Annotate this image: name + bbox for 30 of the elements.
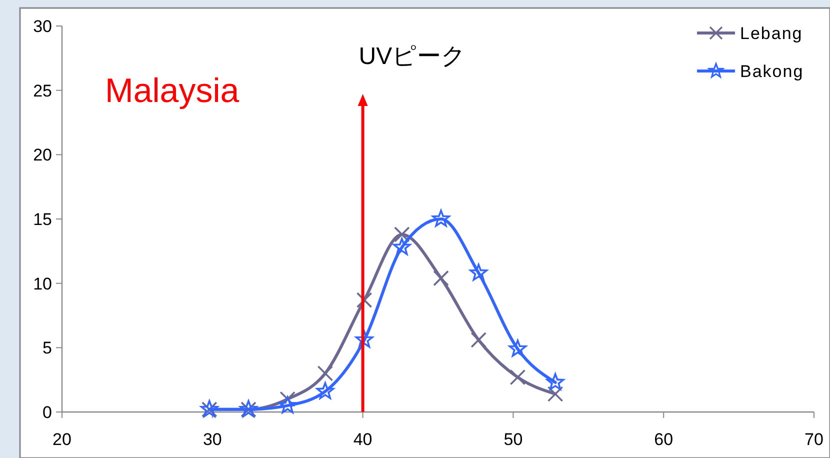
point <box>278 396 296 414</box>
y-tick-label: 10 <box>33 274 52 294</box>
y-tick-label: 5 <box>42 338 52 358</box>
y-tick-label: 25 <box>33 81 52 100</box>
point <box>510 369 526 386</box>
point <box>508 340 527 357</box>
y-tick-label: 15 <box>33 210 52 229</box>
legend-label: Lebang <box>740 24 803 43</box>
legend-label: Bakong <box>740 62 804 81</box>
x-tick-label: 30 <box>202 430 222 449</box>
point <box>355 330 374 348</box>
x-tick-label: 60 <box>654 430 674 449</box>
y-tick-label: 0 <box>42 402 52 422</box>
point <box>393 238 411 255</box>
point <box>317 366 334 382</box>
point <box>433 270 449 286</box>
y-tick-label: 30 <box>33 16 52 36</box>
x-tick-label: 40 <box>353 430 372 449</box>
ref-line-label: UVピーク <box>358 43 466 70</box>
point <box>470 332 487 348</box>
point <box>356 292 372 308</box>
point <box>546 373 564 390</box>
point <box>316 382 334 400</box>
point <box>470 264 488 281</box>
y-tick-label: 20 <box>33 146 52 165</box>
x-tick-label: 50 <box>504 430 523 449</box>
annotation: Malaysia <box>105 72 240 110</box>
point <box>432 210 450 227</box>
point <box>547 386 564 402</box>
x-tick-label: 70 <box>804 430 824 449</box>
